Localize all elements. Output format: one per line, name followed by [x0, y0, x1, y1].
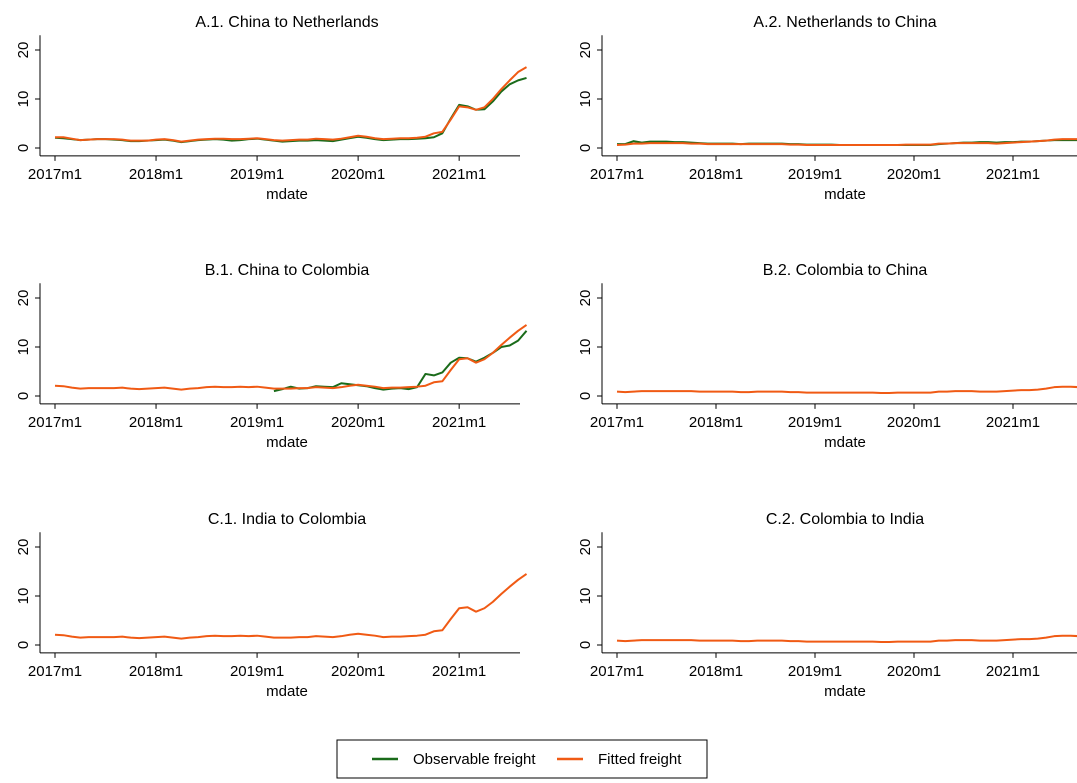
panel-title: C.2. Colombia to India	[766, 511, 924, 528]
x-tick-label: 2021m1	[986, 166, 1040, 183]
series-line	[54, 324, 528, 391]
legend-box	[336, 739, 708, 779]
panel-title: C.1. India to Colombia	[208, 511, 366, 528]
y-tick-label: 10	[577, 588, 594, 605]
x-axis-label: mdate	[266, 434, 308, 451]
x-axis-label: mdate	[824, 434, 866, 451]
x-tick-label: 2021m1	[432, 663, 486, 680]
x-tick-label: 2017m1	[590, 663, 644, 680]
x-tick-label: 2019m1	[788, 663, 842, 680]
panel-title: A.2. Netherlands to China	[753, 14, 936, 31]
panel-title: A.1. China to Netherlands	[195, 14, 378, 31]
x-tick-label: 2018m1	[129, 663, 183, 680]
x-tick-label: 2017m1	[590, 414, 644, 431]
x-axis-label: mdate	[824, 683, 866, 700]
x-tick-label: 2021m1	[432, 166, 486, 183]
x-tick-label: 2018m1	[689, 414, 743, 431]
series-line	[54, 573, 528, 640]
legend-label: Observable freight	[413, 751, 536, 768]
panel: A.1. China to Netherlands 0 10 20 2017m1 2018…	[15, 14, 528, 203]
x-axis-label: mdate	[266, 683, 308, 700]
y-tick-label: 0	[15, 144, 32, 152]
legend: Observable freight Fitted freight	[336, 739, 708, 779]
x-tick-label: 2019m1	[230, 663, 284, 680]
panel: B.2. Colombia to China 0 10 20 2017m1 2018m1 2…	[577, 262, 1077, 451]
x-tick-label: 2020m1	[331, 414, 385, 431]
y-tick-label: 20	[15, 290, 32, 307]
panel: C.1. India to Colombia 0 10 20 2017m1 2018m1 2…	[15, 511, 528, 700]
x-tick-label: 2020m1	[887, 166, 941, 183]
x-axis-label: mdate	[266, 186, 308, 203]
y-tick-label: 10	[15, 588, 32, 605]
x-tick-label: 2020m1	[331, 166, 385, 183]
x-tick-label: 2019m1	[788, 166, 842, 183]
x-tick-label: 2017m1	[28, 414, 82, 431]
x-tick-label: 2019m1	[230, 414, 284, 431]
panel: A.2. Netherlands to China 0 10 20 2017m1 2018…	[577, 14, 1077, 203]
x-tick-label: 2019m1	[788, 414, 842, 431]
y-tick-label: 0	[15, 641, 32, 649]
y-tick-label: 0	[577, 144, 594, 152]
y-tick-label: 10	[15, 339, 32, 356]
x-tick-label: 2018m1	[129, 414, 183, 431]
legend-label: Fitted freight	[598, 751, 682, 768]
y-tick-label: 20	[577, 539, 594, 556]
x-tick-label: 2017m1	[590, 166, 644, 183]
x-axis-label: mdate	[824, 186, 866, 203]
y-tick-label: 0	[577, 641, 594, 649]
panel: B.1. China to Colombia 0 10 20 2017m1 2018m1 2…	[15, 262, 528, 451]
panel: C.2. Colombia to India 0 10 20 2017m1 2018m1 2…	[577, 511, 1077, 700]
series-line	[616, 138, 1077, 147]
y-tick-label: 20	[15, 539, 32, 556]
series-line	[616, 385, 1077, 395]
x-tick-label: 2019m1	[230, 166, 284, 183]
x-tick-label: 2020m1	[887, 663, 941, 680]
y-tick-label: 0	[15, 392, 32, 400]
y-tick-label: 20	[577, 290, 594, 307]
panel-title: B.2. Colombia to China	[763, 262, 928, 279]
x-tick-label: 2017m1	[28, 663, 82, 680]
y-tick-label: 20	[15, 42, 32, 59]
y-tick-label: 0	[577, 392, 594, 400]
x-tick-label: 2021m1	[986, 414, 1040, 431]
x-tick-label: 2021m1	[986, 663, 1040, 680]
series-line	[55, 66, 528, 143]
x-tick-label: 2018m1	[689, 663, 743, 680]
y-tick-label: 20	[577, 42, 594, 59]
x-tick-label: 2018m1	[689, 166, 743, 183]
series-line	[616, 634, 1077, 644]
panel-title: B.1. China to Colombia	[205, 262, 370, 279]
x-tick-label: 2017m1	[28, 166, 82, 183]
x-tick-label: 2020m1	[887, 414, 941, 431]
y-tick-label: 10	[15, 91, 32, 108]
series-line	[273, 330, 528, 393]
x-tick-label: 2018m1	[129, 166, 183, 183]
x-tick-label: 2021m1	[432, 414, 486, 431]
x-tick-label: 2020m1	[331, 663, 385, 680]
y-tick-label: 10	[577, 91, 594, 108]
y-tick-label: 10	[577, 339, 594, 356]
